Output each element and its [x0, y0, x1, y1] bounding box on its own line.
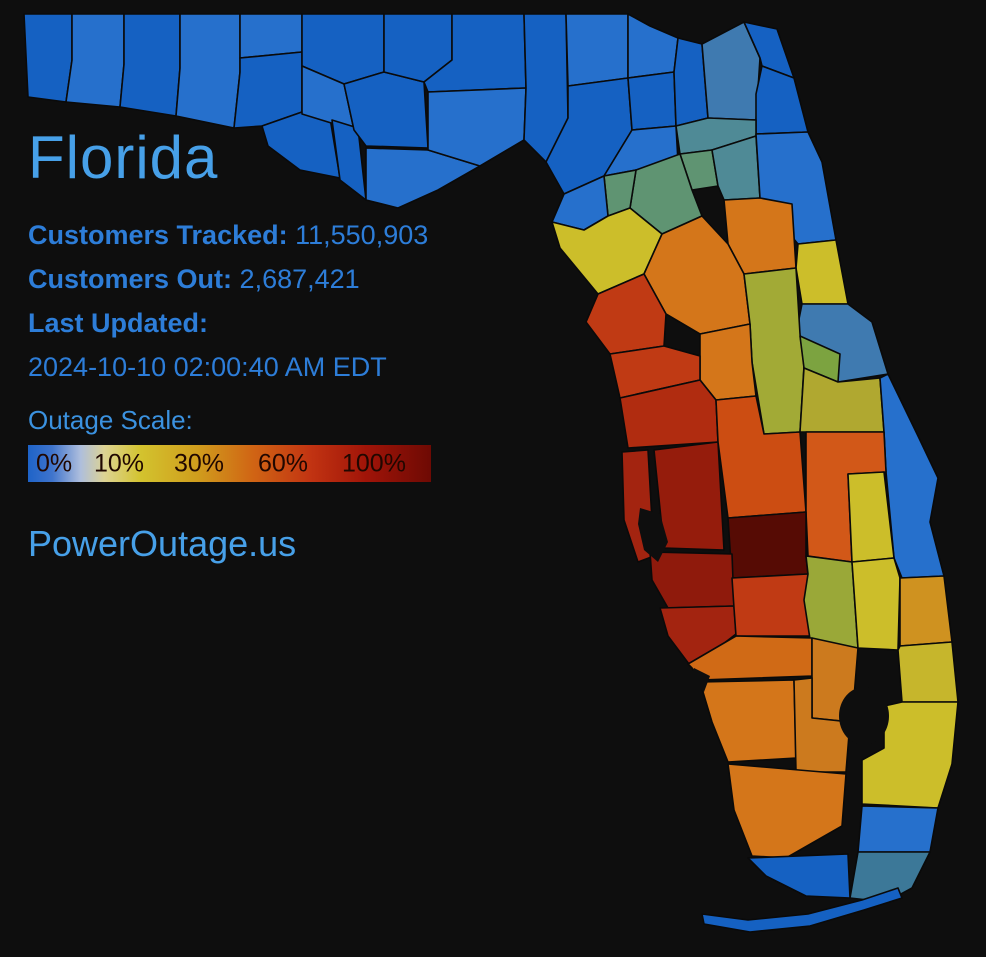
county-okeechobee-county[interactable]	[851, 557, 901, 651]
legend-tick: 0%	[36, 449, 73, 477]
tampa-bay	[638, 508, 668, 562]
county-broward[interactable]	[857, 805, 939, 853]
county-sumter[interactable]	[699, 323, 757, 401]
county-suwannee[interactable]	[627, 71, 677, 131]
county-florida-keys[interactable]	[701, 887, 903, 933]
county-desoto[interactable]	[731, 573, 813, 637]
stat-customers-out: Customers Out: 2,687,421	[28, 266, 508, 293]
legend-tick: 30%	[174, 449, 225, 477]
legend-bar: 0% 10% 30% 60% 100%	[28, 445, 431, 482]
legend-tick: 60%	[258, 449, 309, 477]
info-panel: Florida Customers Tracked: 11,550,903 Cu…	[28, 0, 508, 562]
stat-customers-tracked: Customers Tracked: 11,550,903	[28, 222, 508, 249]
charlotte-harbor	[690, 668, 710, 692]
county-collier[interactable]	[727, 763, 847, 859]
lake-okeechobee	[839, 687, 889, 745]
county-hardee[interactable]	[727, 511, 809, 579]
legend-tick: 100%	[342, 449, 406, 477]
brand-link[interactable]: PowerOutage.us	[28, 523, 297, 564]
customers-out-label: Customers Out:	[28, 264, 233, 294]
outage-scale-label: Outage Scale:	[28, 405, 193, 435]
legend-tick: 10%	[94, 449, 145, 477]
county-flagler[interactable]	[795, 239, 849, 305]
last-updated-label: Last Updated:	[28, 308, 209, 338]
page-title: Florida	[28, 124, 219, 191]
last-updated-value: 2024-10-10 02:00:40 AM EDT	[28, 352, 387, 382]
county-monroe[interactable]	[747, 853, 851, 899]
county-manatee[interactable]	[649, 551, 735, 609]
county-wakulla[interactable]	[427, 87, 527, 167]
customers-out-value: 2,687,421	[239, 264, 360, 294]
county-lee[interactable]	[699, 679, 797, 763]
county-hillsborough[interactable]	[653, 441, 725, 551]
county-martin[interactable]	[897, 641, 959, 703]
stat-last-updated: Last Updated:	[28, 310, 508, 337]
county-hamilton[interactable]	[627, 13, 679, 79]
county-polk[interactable]	[715, 395, 807, 519]
county-madison[interactable]	[565, 13, 629, 87]
customers-tracked-label: Customers Tracked:	[28, 220, 288, 250]
customers-tracked-value: 11,550,903	[295, 220, 429, 250]
legend-ticks: 0% 10% 30% 60% 100%	[28, 445, 431, 482]
county-duval[interactable]	[755, 65, 809, 135]
county-st-lucie[interactable]	[899, 575, 953, 647]
